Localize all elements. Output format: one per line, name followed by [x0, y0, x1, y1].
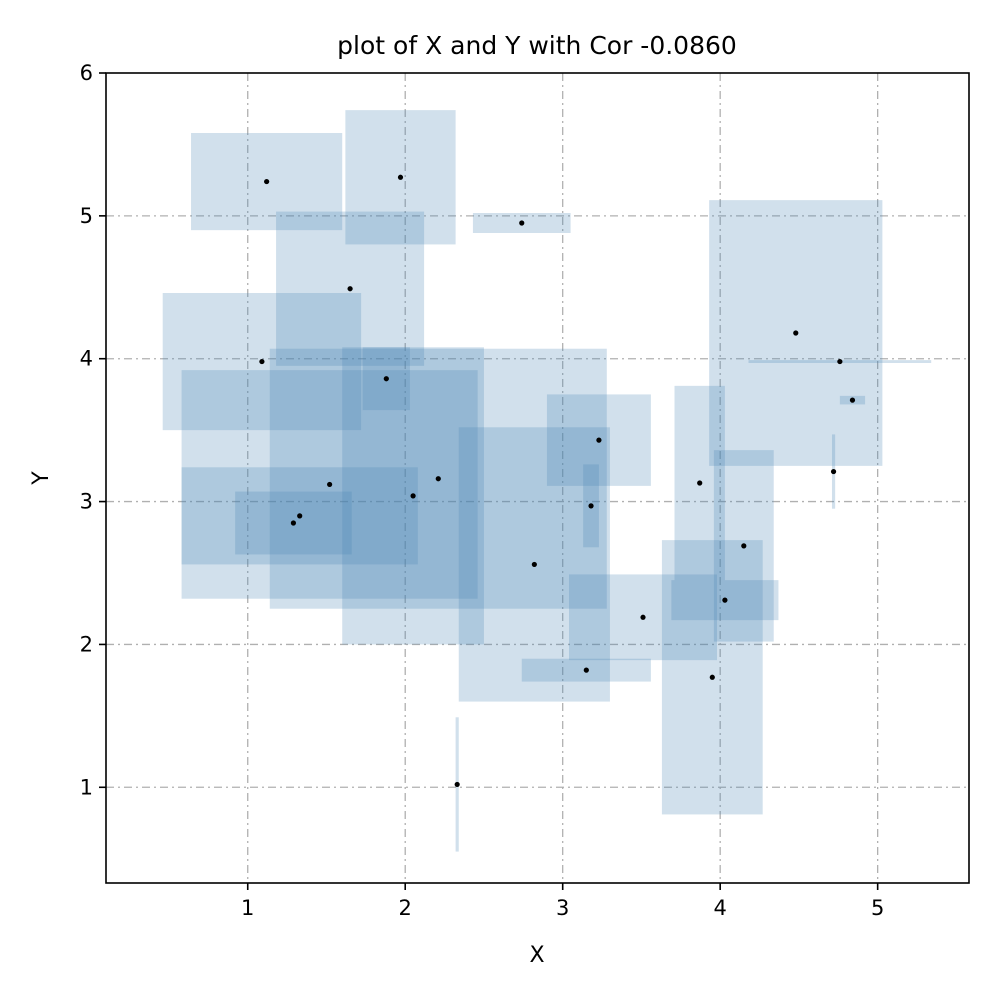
- data-point: [793, 330, 799, 336]
- data-points: [259, 174, 856, 788]
- data-point: [454, 781, 460, 788]
- data-point: [397, 174, 404, 180]
- data-point: [519, 220, 525, 226]
- data-point: [722, 597, 728, 603]
- data-point: [588, 503, 594, 509]
- y-tick-label: 2: [80, 632, 93, 656]
- data-point: [259, 358, 265, 365]
- data-point: [297, 513, 303, 519]
- data-point: [583, 667, 589, 673]
- y-tick-label: 6: [80, 61, 93, 85]
- error-boxes: [162, 110, 932, 852]
- data-point: [697, 480, 703, 486]
- x-tick-label: 1: [241, 896, 254, 920]
- data-point: [435, 476, 441, 482]
- data-point: [531, 561, 537, 568]
- data-point: [410, 493, 416, 499]
- y-axis-ticks: 1 2 3 4 5 6: [80, 61, 106, 799]
- x-tick-label: 4: [713, 896, 726, 920]
- y-axis-label: Y: [29, 471, 54, 486]
- data-point: [327, 481, 333, 488]
- data-point: [596, 437, 602, 443]
- x-tick-label: 3: [556, 896, 569, 920]
- data-point: [290, 520, 297, 526]
- data-point: [640, 614, 646, 620]
- data-point: [264, 178, 270, 185]
- data-point: [741, 543, 747, 549]
- data-point: [849, 397, 856, 403]
- data-point: [383, 376, 389, 382]
- y-tick-label: 1: [80, 775, 93, 799]
- y-tick-label: 3: [80, 490, 93, 514]
- x-tick-label: 5: [871, 896, 884, 920]
- data-point: [837, 358, 843, 365]
- data-point: [347, 286, 353, 292]
- y-tick-label: 4: [80, 347, 93, 371]
- x-tick-label: 2: [399, 896, 412, 920]
- chart-title: plot of X and Y with Cor -0.0860: [337, 31, 737, 60]
- x-axis-ticks: 1 2 3 4 5: [241, 883, 884, 920]
- plot-frame: [105, 72, 970, 884]
- y-tick-label: 5: [80, 204, 93, 228]
- x-axis-label: X: [529, 943, 544, 968]
- data-point: [830, 468, 837, 475]
- data-point: [709, 674, 715, 680]
